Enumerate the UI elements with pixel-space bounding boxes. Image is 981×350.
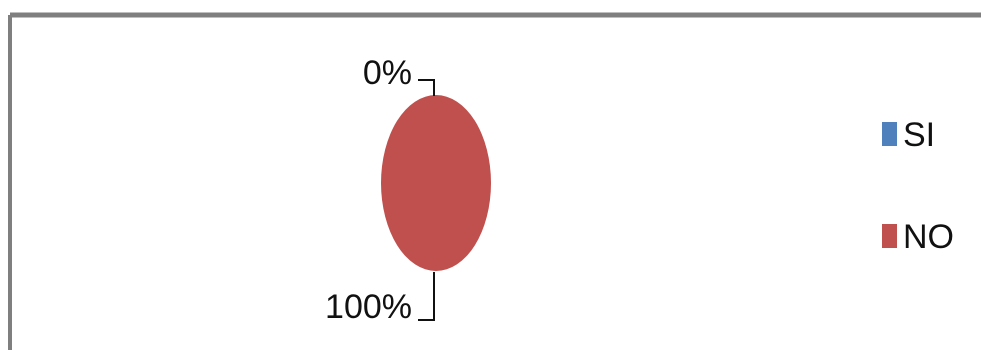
leader-line-si [418, 79, 435, 96]
data-label-no: 100% [325, 288, 412, 326]
leader-line-no [418, 272, 435, 321]
pie-slices [381, 95, 491, 271]
legend-swatch-no [882, 224, 897, 248]
pie-slice-no [381, 95, 491, 271]
data-label-si: 0% [363, 54, 412, 92]
legend: SI NO [882, 116, 954, 256]
legend-label-no: NO [903, 218, 954, 256]
legend-label-si: SI [903, 116, 935, 154]
legend-swatch-si [882, 122, 897, 146]
